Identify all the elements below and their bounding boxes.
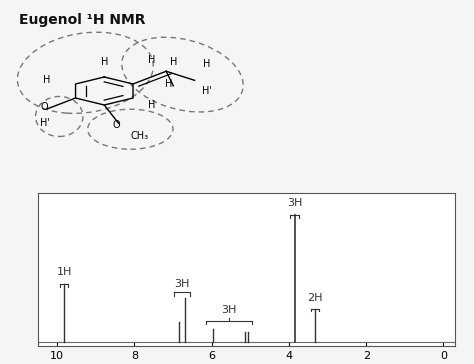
Text: 1H: 1H (56, 267, 72, 277)
Text: CH₃: CH₃ (131, 131, 149, 141)
Text: H: H (170, 57, 177, 67)
Text: H: H (148, 55, 155, 65)
Text: H: H (165, 79, 172, 89)
Text: H: H (148, 100, 155, 110)
Text: H: H (44, 75, 51, 85)
Text: 3H: 3H (174, 279, 190, 289)
X-axis label: PPM: PPM (234, 363, 259, 364)
Text: O: O (41, 102, 48, 112)
Text: 3H: 3H (221, 305, 237, 315)
Text: 3H: 3H (287, 198, 302, 208)
Text: Eugenol ¹H NMR: Eugenol ¹H NMR (19, 13, 146, 27)
Text: H: H (100, 58, 108, 67)
Text: H': H' (201, 86, 211, 96)
Text: H': H' (40, 119, 50, 128)
Text: O: O (112, 120, 120, 130)
Text: H: H (203, 59, 210, 69)
Text: 2H: 2H (308, 293, 323, 303)
